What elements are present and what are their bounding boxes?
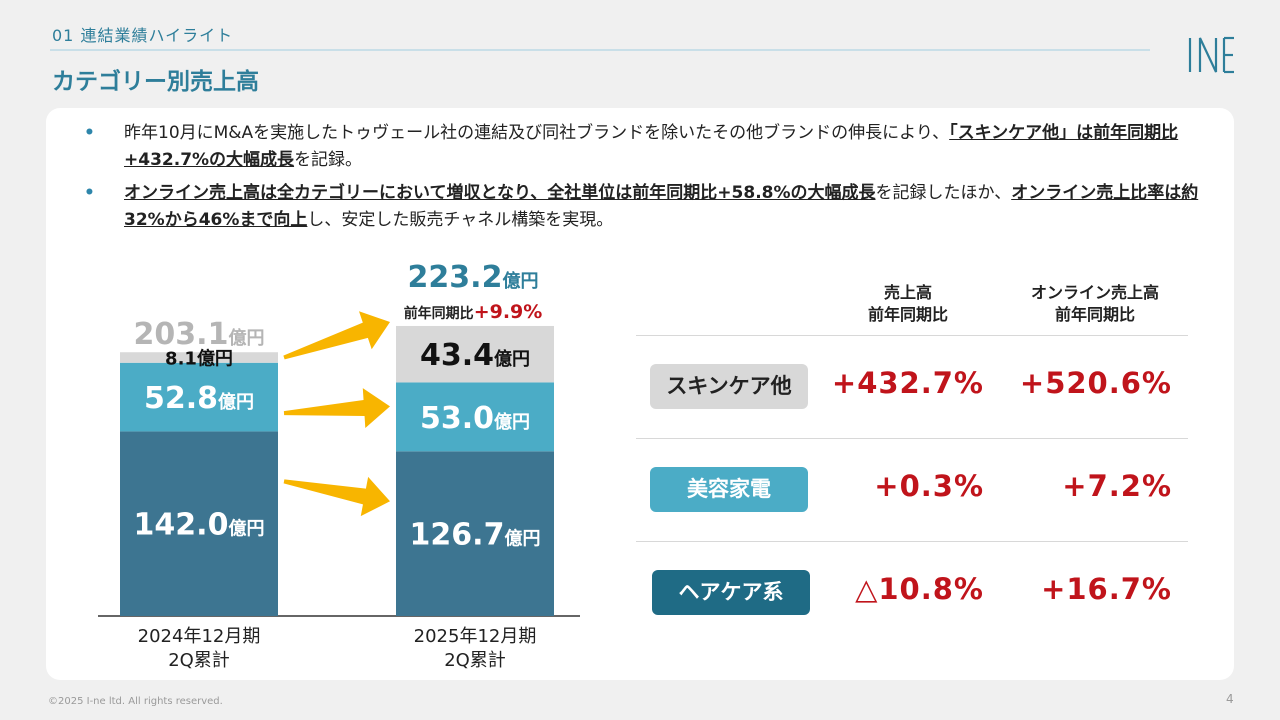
- bar-segment: [396, 382, 554, 452]
- table-divider: [636, 541, 1188, 542]
- online-growth-skincare: +520.6%: [1019, 366, 1172, 400]
- table-header-line: 前年同期比: [867, 305, 948, 324]
- table-header-line: 売上高: [883, 283, 932, 302]
- bullet-dot: •: [84, 183, 95, 203]
- online-growth-haircare: +16.7%: [1041, 572, 1172, 606]
- total-label-2024: 203.1億円: [134, 317, 265, 352]
- category-badge-skincare: スキンケア他: [650, 364, 808, 409]
- table-divider: [636, 438, 1188, 439]
- header-divider: [50, 49, 1150, 51]
- data-label: 142.0億円: [134, 508, 265, 543]
- table-header-online: オンライン売上高 前年同期比: [1010, 282, 1180, 326]
- data-label: 43.4億円: [420, 338, 530, 373]
- x-tick-label: 2024年12月期: [138, 626, 261, 647]
- copyright: ©2025 I-ne ltd. All rights reserved.: [48, 696, 223, 707]
- growth-arrow: [283, 311, 390, 360]
- bullet-item: • 昨年10月にM&Aを実施したトゥヴェール社の連結及び同社ブランドを除いたその…: [84, 120, 1204, 174]
- x-tick-label: 2Q累計: [444, 650, 506, 671]
- data-label: 53.0億円: [420, 401, 530, 436]
- bullet-text: を記録。: [294, 150, 363, 170]
- bar-segment: [120, 362, 278, 432]
- bullet-emphasis: オンライン売上高は全カテゴリーにおいて増収となり、全社単位は前年同期比+58.8…: [124, 183, 876, 203]
- bullet-dot: •: [84, 123, 95, 143]
- section-label: 01 連結業績ハイライト: [52, 26, 234, 45]
- x-tick-label: 2025年12月期: [414, 626, 537, 647]
- growth-arrow: [283, 476, 390, 517]
- data-label: 126.7億円: [410, 518, 541, 553]
- bullet-list: • 昨年10月にM&Aを実施したトゥヴェール社の連結及び同社ブランドを除いたその…: [84, 120, 1204, 240]
- table-header-line: 前年同期比: [1054, 305, 1135, 324]
- sales-growth-beauty-devices: +0.3%: [874, 469, 984, 503]
- bar-segment: [396, 325, 554, 383]
- data-label: 8.1億円: [165, 347, 233, 369]
- bullet-emphasis: 「スキンケア他」は前年同期比+432.7%の大幅成長: [124, 123, 1179, 170]
- table-header-sales: 売上高 前年同期比: [838, 282, 978, 326]
- company-logo: [1188, 36, 1234, 74]
- growth-arrow: [283, 388, 390, 428]
- x-tick-label: 2Q累計: [168, 650, 230, 671]
- category-badge-haircare: ヘアケア系: [652, 570, 810, 615]
- table-divider: [636, 335, 1188, 336]
- online-growth-beauty-devices: +7.2%: [1062, 469, 1172, 503]
- bullet-text: を記録したほか、: [875, 183, 1012, 203]
- sales-growth-haircare: △10.8%: [855, 572, 984, 606]
- bar-segment: [120, 431, 278, 616]
- table-header-line: オンライン売上高: [1030, 283, 1159, 302]
- page-number: 4: [1226, 692, 1234, 706]
- page-title: カテゴリー別売上高: [52, 69, 259, 95]
- bullet-item: • オンライン売上高は全カテゴリーにおいて増収となり、全社単位は前年同期比+58…: [84, 180, 1204, 234]
- bullet-emphasis: オンライン売上比率は約32%から46%まで向上: [124, 183, 1199, 230]
- bar-segment: [120, 352, 278, 363]
- bullet-text: し、安定した販売チャネル構築を実現。: [307, 210, 614, 230]
- growth-label: 前年同期比+9.9%: [404, 301, 543, 323]
- bullet-text: 昨年10月にM&Aを実施したトゥヴェール社の連結及び同社ブランドを除いたその他ブ…: [124, 123, 950, 143]
- sales-growth-skincare: +432.7%: [831, 366, 984, 400]
- data-label: 52.8億円: [144, 381, 254, 416]
- bar-segment: [396, 451, 554, 616]
- category-badge-beauty-devices: 美容家電: [650, 467, 808, 512]
- total-label-2025: 223.2億円: [408, 260, 539, 295]
